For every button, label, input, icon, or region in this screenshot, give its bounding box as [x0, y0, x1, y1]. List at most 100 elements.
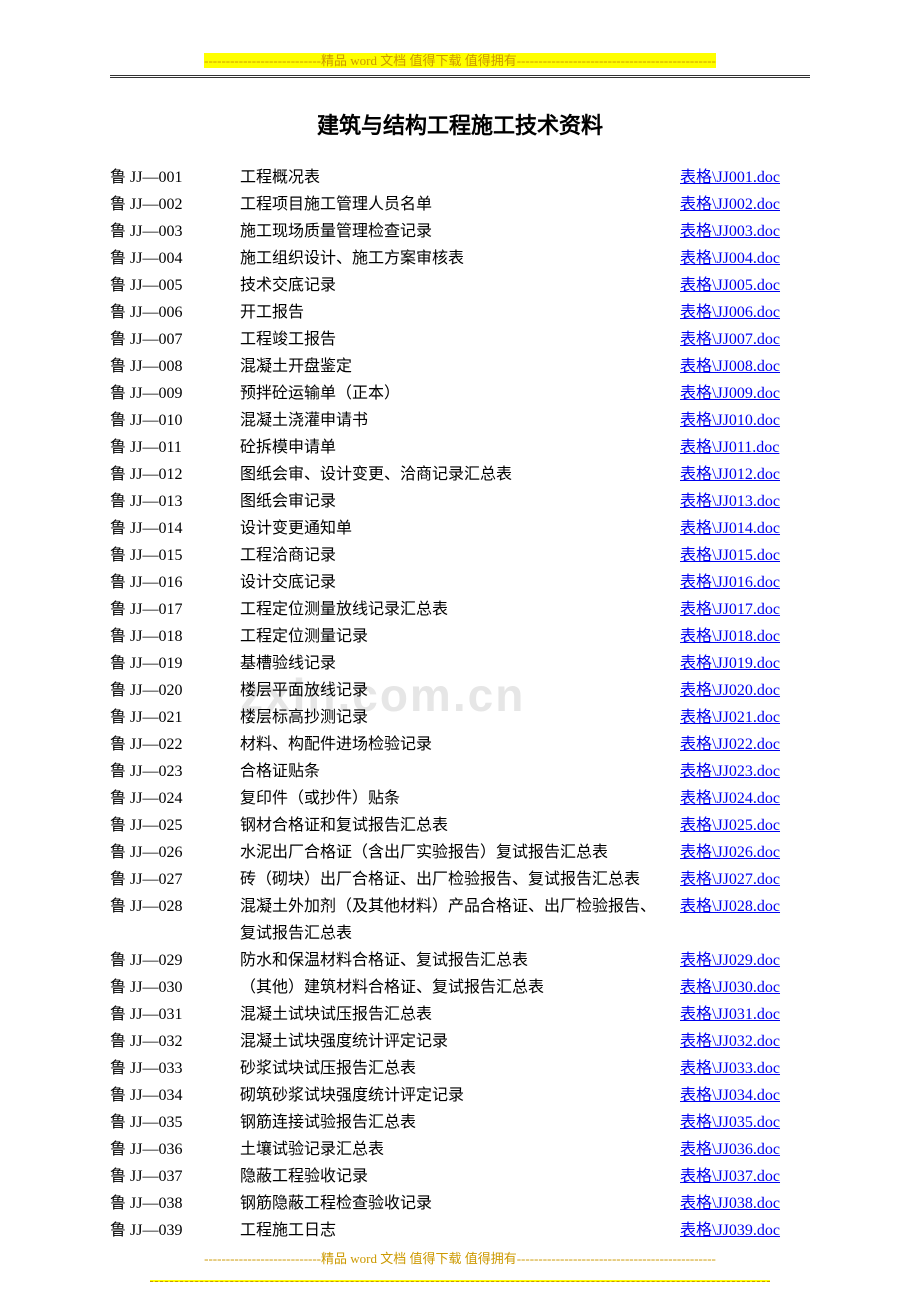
row-title: 钢筋隐蔽工程检查验收记录: [240, 1190, 680, 1217]
table-row: 鲁 JJ—013图纸会审记录表格\JJ013.doc: [110, 488, 810, 515]
doc-link[interactable]: 表格\JJ007.doc: [680, 331, 780, 348]
row-code: 鲁 JJ—030: [110, 974, 240, 1001]
doc-link[interactable]: 表格\JJ003.doc: [680, 223, 780, 240]
doc-link[interactable]: 表格\JJ022.doc: [680, 736, 780, 753]
row-title: 混凝土开盘鉴定: [240, 353, 680, 380]
row-code: 鲁 JJ—015: [110, 542, 240, 569]
doc-link[interactable]: 表格\JJ017.doc: [680, 601, 780, 618]
doc-link[interactable]: 表格\JJ013.doc: [680, 493, 780, 510]
row-code: 鲁 JJ—038: [110, 1190, 240, 1217]
doc-link[interactable]: 表格\JJ019.doc: [680, 655, 780, 672]
doc-link[interactable]: 表格\JJ001.doc: [680, 169, 780, 186]
doc-link[interactable]: 表格\JJ039.doc: [680, 1222, 780, 1239]
doc-link[interactable]: 表格\JJ025.doc: [680, 817, 780, 834]
doc-link[interactable]: 表格\JJ012.doc: [680, 466, 780, 483]
table-row: 鲁 JJ—025钢材合格证和复试报告汇总表表格\JJ025.doc: [110, 812, 810, 839]
row-title: 混凝土外加剂（及其他材料）产品合格证、出厂检验报告、复试报告汇总表: [240, 893, 680, 947]
row-title: 混凝土浇灌申请书: [240, 407, 680, 434]
row-title: 施工现场质量管理检查记录: [240, 218, 680, 245]
row-code: 鲁 JJ—006: [110, 299, 240, 326]
table-row: 鲁 JJ—034砌筑砂浆试块强度统计评定记录表格\JJ034.doc: [110, 1082, 810, 1109]
row-code: 鲁 JJ—021: [110, 704, 240, 731]
row-title: 图纸会审记录: [240, 488, 680, 515]
doc-link[interactable]: 表格\JJ027.doc: [680, 871, 780, 888]
doc-link[interactable]: 表格\JJ026.doc: [680, 844, 780, 861]
row-title: 砖（砌块）出厂合格证、出厂检验报告、复试报告汇总表: [240, 866, 680, 893]
row-link-cell: 表格\JJ010.doc: [680, 407, 810, 434]
row-link-cell: 表格\JJ002.doc: [680, 191, 810, 218]
table-row: 鲁 JJ—019基槽验线记录表格\JJ019.doc: [110, 650, 810, 677]
table-row: 鲁 JJ—008混凝土开盘鉴定表格\JJ008.doc: [110, 353, 810, 380]
doc-link[interactable]: 表格\JJ015.doc: [680, 547, 780, 564]
row-link-cell: 表格\JJ005.doc: [680, 272, 810, 299]
row-link-cell: 表格\JJ031.doc: [680, 1001, 810, 1028]
doc-link[interactable]: 表格\JJ005.doc: [680, 277, 780, 294]
doc-link[interactable]: 表格\JJ014.doc: [680, 520, 780, 537]
row-title: 砼拆模申请单: [240, 434, 680, 461]
doc-link[interactable]: 表格\JJ020.doc: [680, 682, 780, 699]
doc-link[interactable]: 表格\JJ009.doc: [680, 385, 780, 402]
doc-link[interactable]: 表格\JJ018.doc: [680, 628, 780, 645]
row-link-cell: 表格\JJ022.doc: [680, 731, 810, 758]
doc-link[interactable]: 表格\JJ036.doc: [680, 1141, 780, 1158]
doc-link[interactable]: 表格\JJ029.doc: [680, 952, 780, 969]
row-title: 土壤试验记录汇总表: [240, 1136, 680, 1163]
doc-link[interactable]: 表格\JJ002.doc: [680, 196, 780, 213]
table-row: 鲁 JJ—033砂浆试块试压报告汇总表表格\JJ033.doc: [110, 1055, 810, 1082]
doc-link[interactable]: 表格\JJ038.doc: [680, 1195, 780, 1212]
row-title: 混凝土试块试压报告汇总表: [240, 1001, 680, 1028]
row-code: 鲁 JJ—011: [110, 434, 240, 461]
row-link-cell: 表格\JJ029.doc: [680, 947, 810, 974]
doc-link[interactable]: 表格\JJ035.doc: [680, 1114, 780, 1131]
doc-link[interactable]: 表格\JJ011.doc: [680, 439, 779, 456]
table-row: 鲁 JJ—022材料、构配件进场检验记录表格\JJ022.doc: [110, 731, 810, 758]
doc-link[interactable]: 表格\JJ032.doc: [680, 1033, 780, 1050]
table-row: 鲁 JJ—028混凝土外加剂（及其他材料）产品合格证、出厂检验报告、复试报告汇总…: [110, 893, 810, 947]
row-link-cell: 表格\JJ019.doc: [680, 650, 810, 677]
doc-link[interactable]: 表格\JJ033.doc: [680, 1060, 780, 1077]
row-code: 鲁 JJ—010: [110, 407, 240, 434]
row-title: 设计交底记录: [240, 569, 680, 596]
row-title: （其他）建筑材料合格证、复试报告汇总表: [240, 974, 680, 1001]
row-title: 工程概况表: [240, 164, 680, 191]
row-code: 鲁 JJ—025: [110, 812, 240, 839]
doc-link[interactable]: 表格\JJ016.doc: [680, 574, 780, 591]
row-title: 水泥出厂合格证（含出厂实验报告）复试报告汇总表: [240, 839, 680, 866]
doc-link[interactable]: 表格\JJ028.doc: [680, 898, 780, 915]
row-link-cell: 表格\JJ011.doc: [680, 434, 810, 461]
doc-link[interactable]: 表格\JJ010.doc: [680, 412, 780, 429]
doc-link[interactable]: 表格\JJ006.doc: [680, 304, 780, 321]
doc-link[interactable]: 表格\JJ008.doc: [680, 358, 780, 375]
doc-link[interactable]: 表格\JJ021.doc: [680, 709, 780, 726]
row-link-cell: 表格\JJ038.doc: [680, 1190, 810, 1217]
row-code: 鲁 JJ—005: [110, 272, 240, 299]
row-link-cell: 表格\JJ020.doc: [680, 677, 810, 704]
row-title: 楼层标高抄测记录: [240, 704, 680, 731]
table-row: 鲁 JJ—018工程定位测量记录表格\JJ018.doc: [110, 623, 810, 650]
doc-link[interactable]: 表格\JJ034.doc: [680, 1087, 780, 1104]
table-row: 鲁 JJ—023合格证贴条表格\JJ023.doc: [110, 758, 810, 785]
row-code: 鲁 JJ—029: [110, 947, 240, 974]
row-title: 混凝土试块强度统计评定记录: [240, 1028, 680, 1055]
doc-link[interactable]: 表格\JJ031.doc: [680, 1006, 780, 1023]
doc-link[interactable]: 表格\JJ004.doc: [680, 250, 780, 267]
doc-link[interactable]: 表格\JJ037.doc: [680, 1168, 780, 1185]
row-link-cell: 表格\JJ036.doc: [680, 1136, 810, 1163]
row-code: 鲁 JJ—001: [110, 164, 240, 191]
row-code: 鲁 JJ—024: [110, 785, 240, 812]
table-row: 鲁 JJ—004施工组织设计、施工方案审核表表格\JJ004.doc: [110, 245, 810, 272]
row-title: 预拌砼运输单（正本）: [240, 380, 680, 407]
row-title: 工程竣工报告: [240, 326, 680, 353]
doc-link[interactable]: 表格\JJ024.doc: [680, 790, 780, 807]
row-code: 鲁 JJ—039: [110, 1217, 240, 1244]
table-row: 鲁 JJ—036土壤试验记录汇总表表格\JJ036.doc: [110, 1136, 810, 1163]
row-code: 鲁 JJ—027: [110, 866, 240, 893]
row-link-cell: 表格\JJ032.doc: [680, 1028, 810, 1055]
table-row: 鲁 JJ—021楼层标高抄测记录表格\JJ021.doc: [110, 704, 810, 731]
row-title: 砌筑砂浆试块强度统计评定记录: [240, 1082, 680, 1109]
table-row: 鲁 JJ—010混凝土浇灌申请书表格\JJ010.doc: [110, 407, 810, 434]
doc-link[interactable]: 表格\JJ023.doc: [680, 763, 780, 780]
doc-link[interactable]: 表格\JJ030.doc: [680, 979, 780, 996]
row-code: 鲁 JJ—028: [110, 893, 240, 920]
table-row: 鲁 JJ—030（其他）建筑材料合格证、复试报告汇总表表格\JJ030.doc: [110, 974, 810, 1001]
